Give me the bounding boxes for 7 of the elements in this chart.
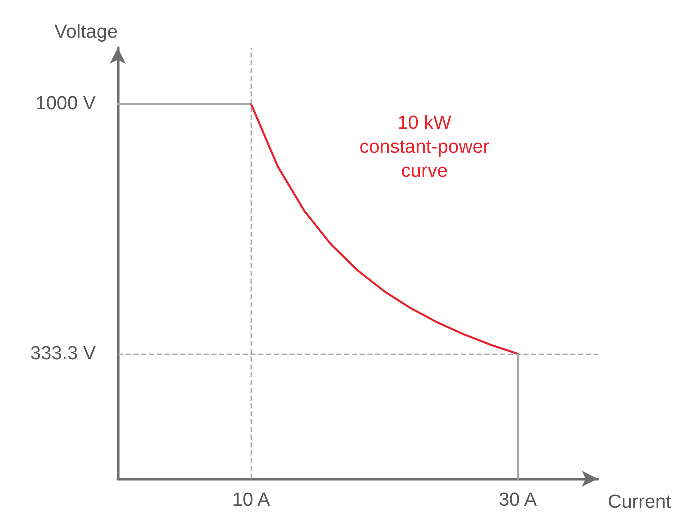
x-axis-title: Current xyxy=(608,492,672,513)
x-tick-label: 10 A xyxy=(232,490,271,511)
text: 10 kW constant-power curve xyxy=(360,113,490,182)
y-tick-label: 1000 V xyxy=(36,94,96,115)
y-tick-label: 333.3 V xyxy=(30,344,96,365)
x-tick-label: 30 A xyxy=(498,490,538,511)
y-axis-title: Voltage xyxy=(54,22,118,43)
